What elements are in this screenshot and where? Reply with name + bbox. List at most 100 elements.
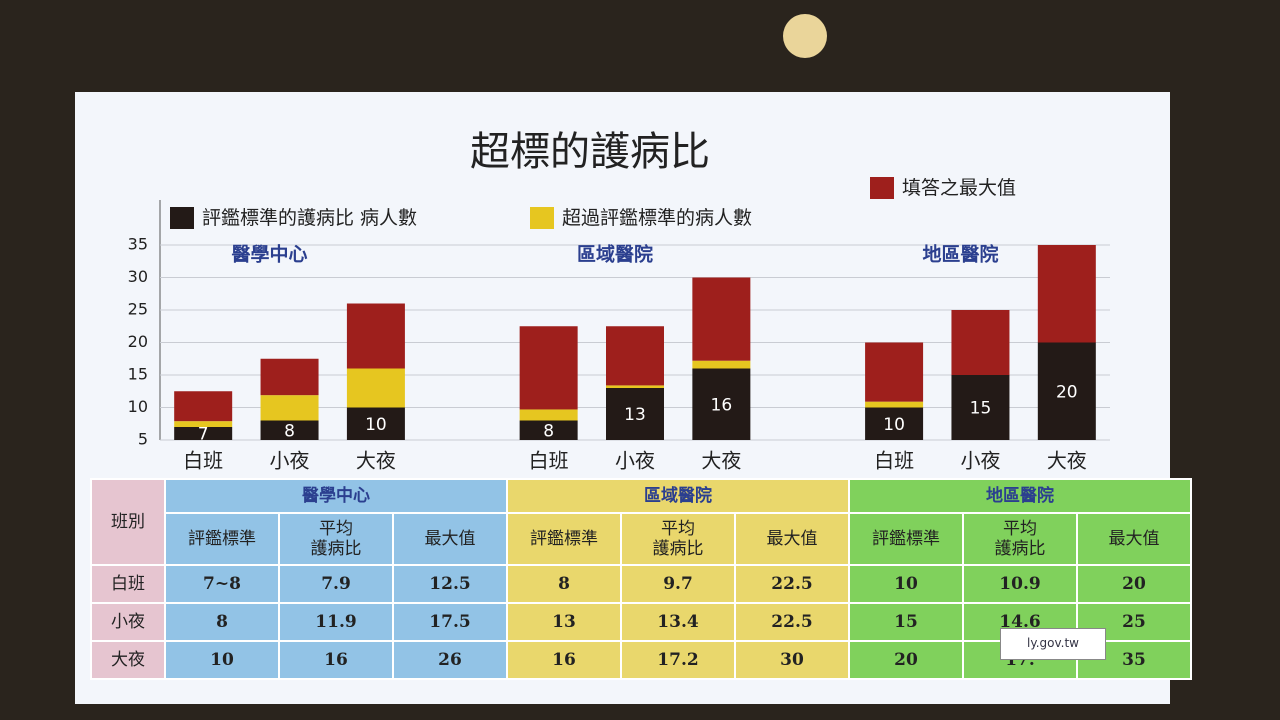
chart-title: 超標的護病比 bbox=[470, 129, 710, 175]
bar-segment bbox=[1037, 342, 1096, 440]
x-tick-label: 白班 bbox=[529, 449, 569, 473]
bar-segment bbox=[260, 420, 319, 440]
bar-segment bbox=[519, 326, 578, 410]
table: 班別 醫學中心 區域醫院 地區醫院 評鑑標準 平均 護病比 最大值 評鑑標準 平均 護病比 最大值… bbox=[90, 478, 1192, 680]
bar-segment bbox=[346, 368, 405, 408]
table-cell: 大夜 bbox=[90, 640, 166, 680]
data-label: 8 bbox=[543, 421, 554, 441]
y-tick-label: 5 bbox=[138, 430, 148, 449]
data-label: 7 bbox=[198, 425, 209, 445]
table-cell: 7.9 bbox=[278, 564, 394, 604]
table-cell: 10 bbox=[164, 640, 280, 680]
table-cell: 8 bbox=[506, 564, 622, 604]
x-tick-label: 小夜 bbox=[615, 449, 655, 473]
data-label: 20 bbox=[1056, 382, 1078, 402]
bar-segment bbox=[519, 420, 578, 440]
table-cell: 17.5 bbox=[392, 602, 508, 642]
table-cell: 班別 bbox=[90, 478, 166, 566]
bar-segment bbox=[865, 342, 924, 402]
legend-label: 填答之最大值 bbox=[902, 177, 1016, 199]
table-row: 大夜 10 16 26 16 17.2 30 20 17. 35 bbox=[90, 640, 1192, 680]
x-tick-label: 小夜 bbox=[270, 449, 310, 473]
table-cell: 小夜 bbox=[90, 602, 166, 642]
legend-swatch bbox=[170, 207, 194, 229]
bar-segment bbox=[174, 421, 233, 427]
y-tick-label: 10 bbox=[128, 397, 148, 416]
table-cell: 26 bbox=[392, 640, 508, 680]
bar-segment bbox=[692, 360, 751, 369]
watermark: ly.gov.tw bbox=[1000, 628, 1106, 660]
bar-segment bbox=[519, 409, 578, 421]
data-label: 16 bbox=[711, 395, 733, 415]
table-cell: 9.7 bbox=[620, 564, 736, 604]
table-cell: 7~8 bbox=[164, 564, 280, 604]
table-cell: 22.5 bbox=[734, 564, 850, 604]
table-cell: 10 bbox=[848, 564, 964, 604]
table-cell: 最大值 bbox=[1076, 512, 1192, 566]
x-tick-label: 白班 bbox=[874, 449, 914, 473]
bar-segment bbox=[692, 277, 751, 361]
y-tick-label: 35 bbox=[128, 235, 148, 254]
table-cell: 13.4 bbox=[620, 602, 736, 642]
bar-segment bbox=[606, 326, 664, 386]
table-cell: 15 bbox=[848, 602, 964, 642]
bar-segment bbox=[346, 303, 405, 369]
table-cell: 25 bbox=[1076, 602, 1192, 642]
table-cell: 16 bbox=[506, 640, 622, 680]
table-cell: 8 bbox=[164, 602, 280, 642]
table-cell: 16 bbox=[278, 640, 394, 680]
ceiling-light bbox=[783, 14, 827, 58]
x-tick-label: 大夜 bbox=[356, 449, 396, 473]
data-label: 10 bbox=[365, 415, 387, 435]
table-cell: 11.9 bbox=[278, 602, 394, 642]
table-cell: 13 bbox=[506, 602, 622, 642]
group-label: 醫學中心 bbox=[232, 243, 308, 266]
x-tick-label: 大夜 bbox=[701, 449, 741, 473]
bar-segment bbox=[951, 310, 1010, 375]
table-cell: 30 bbox=[734, 640, 850, 680]
bar-segment bbox=[951, 375, 1010, 440]
legend-label: 超過評鑑標準的病人數 bbox=[562, 207, 752, 229]
table-cell: 平均 護病比 bbox=[278, 512, 394, 566]
bar-segment bbox=[260, 358, 319, 396]
group-label: 地區醫院 bbox=[922, 243, 998, 266]
y-tick-label: 20 bbox=[128, 332, 148, 351]
bar-segment bbox=[260, 395, 319, 421]
table-cell: 10.9 bbox=[962, 564, 1078, 604]
table-cell: 醫學中心 bbox=[164, 478, 508, 514]
x-tick-label: 小夜 bbox=[960, 449, 1000, 473]
bar-segment bbox=[865, 401, 924, 408]
table-row: 白班 7~8 7.9 12.5 8 9.7 22.5 10 10.9 20 bbox=[90, 564, 1192, 604]
table-cell: 最大值 bbox=[734, 512, 850, 566]
y-tick-label: 25 bbox=[128, 300, 148, 319]
legend-swatch bbox=[530, 207, 554, 229]
table-cell: 20 bbox=[848, 640, 964, 680]
table-cell: 22.5 bbox=[734, 602, 850, 642]
bar-segment bbox=[174, 427, 233, 440]
bar-segment bbox=[865, 407, 924, 440]
table-cell: 評鑑標準 bbox=[164, 512, 280, 566]
table-row: 小夜 8 11.9 17.5 13 13.4 22.5 15 14.6 25 bbox=[90, 602, 1192, 642]
bar-segment bbox=[1037, 245, 1096, 343]
y-tick-label: 30 bbox=[128, 267, 148, 286]
table-cell: 地區醫院 bbox=[848, 478, 1192, 514]
x-tick-label: 大夜 bbox=[1047, 449, 1087, 473]
data-label: 8 bbox=[284, 421, 295, 441]
table-row: 評鑑標準 平均 護病比 最大值 評鑑標準 平均 護病比 最大值 評鑑標準 平均 護病比 最大值 bbox=[91, 512, 1192, 566]
table-cell: 平均 護病比 bbox=[620, 512, 736, 566]
data-label: 13 bbox=[624, 405, 646, 425]
table-row: 班別 醫學中心 區域醫院 地區醫院 bbox=[90, 478, 1192, 566]
bar-segment bbox=[692, 368, 751, 440]
table-cell: 20 bbox=[1076, 564, 1192, 604]
table-cell: 評鑑標準 bbox=[848, 512, 964, 566]
table-cell: 17.2 bbox=[620, 640, 736, 680]
table-cell: 最大值 bbox=[392, 512, 508, 566]
bar-segment bbox=[174, 391, 233, 422]
bar-segment bbox=[606, 388, 664, 440]
table-cell: 平均 護病比 bbox=[962, 512, 1078, 566]
table-cell: 評鑑標準 bbox=[506, 512, 622, 566]
y-tick-label: 15 bbox=[128, 365, 148, 384]
bar-segment bbox=[606, 385, 664, 388]
